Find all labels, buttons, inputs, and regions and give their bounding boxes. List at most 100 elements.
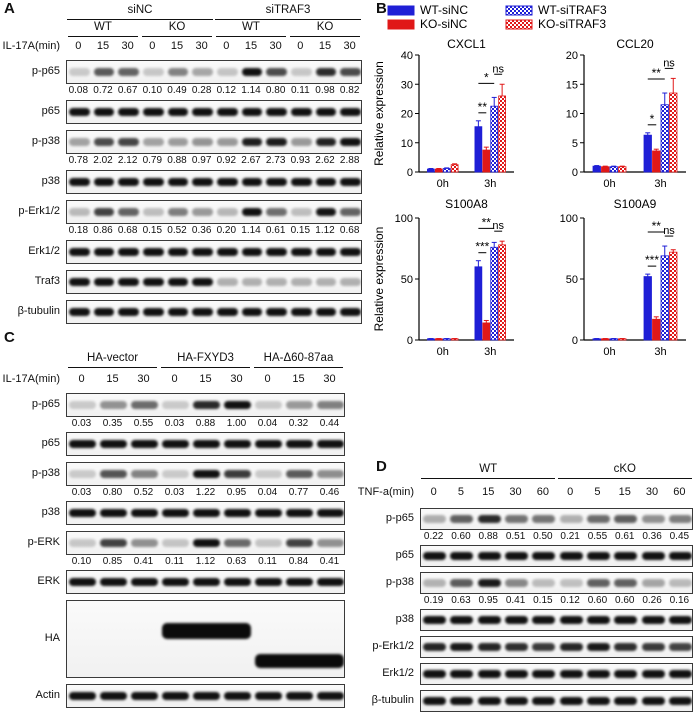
time-point: 30 bbox=[195, 40, 208, 52]
band bbox=[340, 138, 361, 146]
quant-value: 0.11 bbox=[258, 556, 277, 567]
blot-strip bbox=[420, 636, 693, 658]
band bbox=[68, 138, 90, 146]
band bbox=[69, 440, 96, 448]
group-underline bbox=[215, 19, 361, 20]
band bbox=[317, 539, 344, 547]
band bbox=[477, 616, 501, 624]
quant-value: 0.04 bbox=[257, 487, 278, 498]
significance-label: ns bbox=[492, 63, 504, 75]
band bbox=[317, 401, 344, 409]
quant-value: 0.68 bbox=[339, 225, 360, 236]
band bbox=[505, 552, 528, 560]
band bbox=[118, 248, 140, 256]
band bbox=[193, 401, 220, 409]
blot-row-label: p-p38 bbox=[31, 467, 60, 479]
band bbox=[68, 278, 90, 286]
band bbox=[477, 697, 501, 705]
band bbox=[162, 578, 189, 586]
band bbox=[450, 643, 474, 651]
quant-value: 0.92 bbox=[216, 155, 237, 166]
y-tick-label: 50 bbox=[566, 274, 578, 286]
band bbox=[266, 68, 288, 76]
band bbox=[423, 552, 447, 560]
band bbox=[255, 509, 282, 517]
band bbox=[142, 208, 164, 216]
quant-value: 0.60 bbox=[587, 595, 608, 606]
time-axis-label: IL-17A(min) bbox=[2, 373, 60, 385]
genotype-label: KO bbox=[168, 21, 186, 33]
band bbox=[193, 509, 220, 517]
time-point: 60 bbox=[536, 486, 549, 498]
band bbox=[241, 278, 263, 286]
band bbox=[532, 670, 556, 678]
band bbox=[317, 578, 344, 586]
band bbox=[192, 248, 214, 256]
blot-strip bbox=[66, 462, 345, 486]
blot-row-label: p-Erk1/2 bbox=[18, 205, 60, 217]
blot-row-label: Erk1/2 bbox=[28, 245, 60, 257]
band bbox=[100, 440, 127, 448]
band bbox=[668, 616, 692, 624]
band bbox=[224, 401, 251, 409]
band bbox=[266, 308, 288, 316]
time-point: 30 bbox=[343, 40, 356, 52]
blot-strip bbox=[66, 270, 362, 294]
time-point: 30 bbox=[137, 373, 150, 385]
time-point: 0 bbox=[149, 40, 156, 52]
band bbox=[532, 697, 556, 705]
band bbox=[559, 670, 583, 678]
time-point: 15 bbox=[199, 373, 212, 385]
band bbox=[340, 68, 361, 76]
quant-value: 0.98 bbox=[315, 85, 335, 96]
quant-value: 0.41 bbox=[319, 556, 340, 567]
genotype-label: KO bbox=[316, 21, 334, 33]
x-tick-label: 0h bbox=[437, 346, 449, 358]
quant-value: 0.32 bbox=[288, 418, 309, 429]
blot-strip bbox=[66, 170, 362, 194]
quant-value: 1.14 bbox=[241, 85, 261, 96]
band bbox=[69, 692, 96, 700]
group-label: cKO bbox=[613, 463, 636, 475]
band bbox=[162, 509, 189, 517]
blot-row-label: p65 bbox=[41, 105, 60, 117]
bar bbox=[601, 166, 610, 173]
legend-label: WT-siNC bbox=[420, 3, 468, 17]
time-point: 15 bbox=[618, 486, 631, 498]
bar bbox=[474, 266, 483, 341]
band bbox=[68, 308, 90, 316]
band bbox=[450, 670, 474, 678]
band bbox=[614, 643, 638, 651]
quant-value: 0.67 bbox=[117, 85, 138, 96]
quant-value: 0.45 bbox=[669, 531, 690, 542]
band bbox=[340, 248, 361, 256]
quant-value: 0.72 bbox=[93, 85, 113, 96]
band bbox=[266, 108, 288, 116]
band bbox=[93, 108, 115, 116]
band bbox=[668, 643, 692, 651]
panel-d-letter: D bbox=[376, 458, 387, 475]
significance-label: ** bbox=[478, 100, 488, 114]
band bbox=[100, 509, 127, 517]
bar bbox=[434, 168, 443, 173]
blot-strip bbox=[420, 572, 693, 594]
x-tick-label: 3h bbox=[654, 346, 666, 358]
group-underline bbox=[67, 367, 158, 368]
band bbox=[641, 552, 665, 560]
band bbox=[68, 178, 90, 186]
quant-value: 0.11 bbox=[290, 85, 310, 96]
band bbox=[118, 308, 140, 316]
band bbox=[559, 616, 583, 624]
band bbox=[68, 108, 90, 116]
bar bbox=[482, 322, 491, 341]
band bbox=[167, 248, 189, 256]
y-tick-label: 50 bbox=[401, 274, 413, 286]
band bbox=[286, 578, 313, 586]
band bbox=[505, 579, 528, 587]
band bbox=[668, 515, 692, 523]
band bbox=[131, 578, 158, 586]
quant-value: 0.50 bbox=[533, 531, 553, 542]
band bbox=[423, 515, 447, 523]
genotype-underline bbox=[216, 36, 286, 37]
band bbox=[532, 579, 556, 587]
